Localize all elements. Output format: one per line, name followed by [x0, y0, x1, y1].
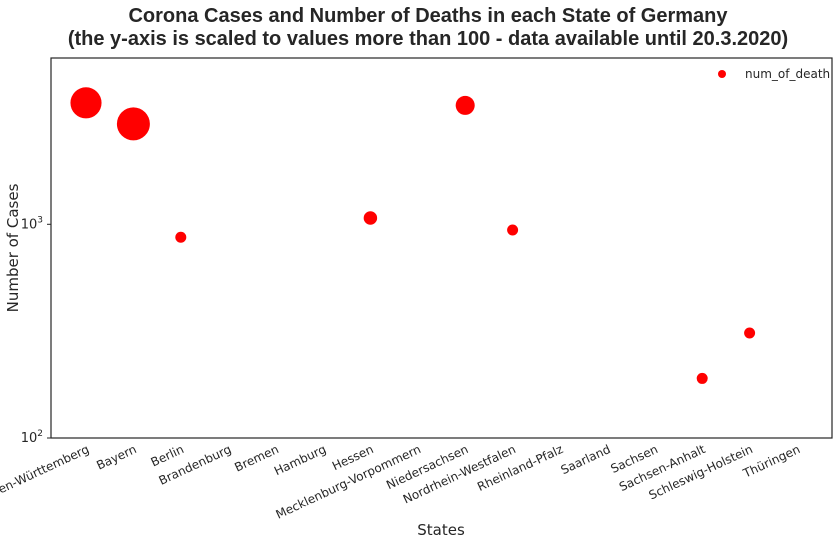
data-point: [455, 95, 475, 115]
x-tick-label: Bayern: [94, 442, 138, 473]
chart-title-line-2: (the y-axis is scaled to values more tha…: [68, 28, 788, 50]
data-point: [507, 224, 519, 236]
y-axis-label: Number of Cases: [4, 183, 22, 312]
plot-area: [50, 57, 833, 439]
data-point: [744, 327, 756, 339]
chart-title-line-1: Corona Cases and Number of Deaths in eac…: [128, 5, 728, 27]
x-tick-label: Saarland: [559, 442, 613, 477]
data-points: [70, 87, 756, 384]
legend: num_of_death: [718, 67, 830, 81]
data-point: [116, 107, 150, 141]
x-tick-label: Hamburg: [272, 442, 328, 478]
y-tick-label: 102: [21, 429, 43, 446]
data-point: [175, 231, 187, 243]
data-point: [696, 372, 708, 384]
y-tick-label: 103: [21, 215, 43, 232]
data-point: [363, 211, 378, 225]
data-point: [70, 87, 102, 119]
y-axis-ticks: 102 103: [21, 215, 51, 446]
x-tick-label: Baden-Württemberg: [0, 442, 91, 506]
x-axis-label: States: [417, 521, 465, 539]
x-axis-ticks: Baden-Württemberg Bayern BerlinBrandenburg…: [0, 442, 802, 522]
legend-marker: [718, 70, 726, 78]
legend-label: num_of_death: [745, 67, 830, 81]
